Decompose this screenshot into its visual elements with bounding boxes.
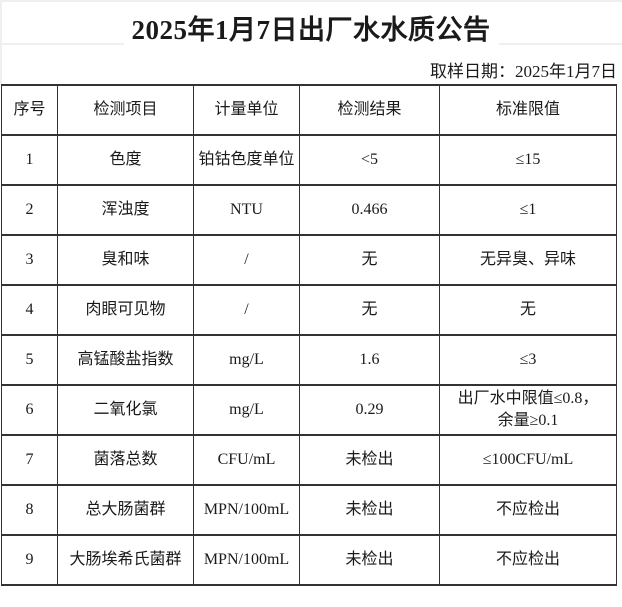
- cell-no: 7: [1, 434, 58, 486]
- header-cell-limit: 标准限值: [439, 84, 617, 136]
- table-row: 4 肉眼可见物 / 无 无: [1, 284, 617, 336]
- cell-result: 无: [299, 284, 440, 336]
- cell-limit: ≤15: [439, 134, 617, 186]
- cell-item: 臭和味: [57, 234, 194, 286]
- cell-result: 0.29: [299, 384, 440, 436]
- cell-unit: CFU/mL: [193, 434, 300, 486]
- cell-result: 1.6: [299, 334, 440, 386]
- cell-limit: 无: [439, 284, 617, 336]
- cell-no: 3: [1, 234, 58, 286]
- cell-item: 大肠埃希氏菌群: [57, 534, 194, 586]
- cell-no: 1: [1, 134, 58, 186]
- cell-item: 总大肠菌群: [57, 484, 194, 536]
- cell-unit: mg/L: [193, 384, 300, 436]
- cell-limit: 无异臭、异味: [439, 234, 617, 286]
- table-row: 5 高锰酸盐指数 mg/L 1.6 ≤3: [1, 334, 617, 386]
- cell-limit: ≤3: [439, 334, 617, 386]
- table-row: 6 二氧化氯 mg/L 0.29 出厂水中限值≤0.8， 余量≥0.1: [1, 384, 617, 436]
- cell-unit: NTU: [193, 184, 300, 236]
- gridline-left: [0, 0, 2, 85]
- cell-item: 色度: [57, 134, 194, 186]
- cell-unit: MPN/100mL: [193, 484, 300, 536]
- table-row: 7 菌落总数 CFU/mL 未检出 ≤100CFU/mL: [1, 434, 617, 486]
- table-row: 9 大肠埃希氏菌群 MPN/100mL 未检出 不应检出: [1, 534, 617, 586]
- cell-item: 肉眼可见物: [57, 284, 194, 336]
- cell-limit: 不应检出: [439, 534, 617, 586]
- cell-result: 未检出: [299, 534, 440, 586]
- cell-item: 菌落总数: [57, 434, 194, 486]
- cell-result: 0.466: [299, 184, 440, 236]
- cell-result: 无: [299, 234, 440, 286]
- cell-limit: 不应检出: [439, 484, 617, 536]
- cell-no: 6: [1, 384, 58, 436]
- cell-unit: /: [193, 234, 300, 286]
- cell-no: 5: [1, 334, 58, 386]
- page-title: 2025年1月7日出厂水水质公告: [123, 15, 499, 46]
- header-cell-result: 检测结果: [299, 84, 440, 136]
- cell-no: 8: [1, 484, 58, 536]
- cell-unit: 铂钴色度单位: [193, 134, 300, 186]
- title-row: 2025年1月7日出厂水水质公告: [0, 0, 622, 56]
- table-row: 3 臭和味 / 无 无异臭、异味: [1, 234, 617, 286]
- cell-item: 二氧化氯: [57, 384, 194, 436]
- sample-date-label: 取样日期：2025年1月7日: [430, 62, 617, 81]
- table-row: 8 总大肠菌群 MPN/100mL 未检出 不应检出: [1, 484, 617, 536]
- cell-no: 2: [1, 184, 58, 236]
- table-header-row: 序号 检测项目 计量单位 检测结果 标准限值: [1, 84, 617, 136]
- cell-limit: ≤100CFU/mL: [439, 434, 617, 486]
- table-row: 1 色度 铂钴色度单位 <5 ≤15: [1, 134, 617, 186]
- cell-result: 未检出: [299, 434, 440, 486]
- table-row: 2 浑浊度 NTU 0.466 ≤1: [1, 184, 617, 236]
- cell-result: <5: [299, 134, 440, 186]
- cell-no: 4: [1, 284, 58, 336]
- water-quality-table: 序号 检测项目 计量单位 检测结果 标准限值 1 色度 铂钴色度单位 <5 ≤1…: [1, 84, 617, 586]
- cell-unit: MPN/100mL: [193, 534, 300, 586]
- header-cell-item: 检测项目: [57, 84, 194, 136]
- cell-no: 9: [1, 534, 58, 586]
- cell-unit: /: [193, 284, 300, 336]
- header-cell-unit: 计量单位: [193, 84, 300, 136]
- cell-limit: ≤1: [439, 184, 617, 236]
- cell-item: 浑浊度: [57, 184, 194, 236]
- cell-unit: mg/L: [193, 334, 300, 386]
- cell-item: 高锰酸盐指数: [57, 334, 194, 386]
- cell-result: 未检出: [299, 484, 440, 536]
- gridline-top: [0, 0, 622, 2]
- cell-limit: 出厂水中限值≤0.8， 余量≥0.1: [439, 384, 617, 436]
- header-cell-no: 序号: [1, 84, 58, 136]
